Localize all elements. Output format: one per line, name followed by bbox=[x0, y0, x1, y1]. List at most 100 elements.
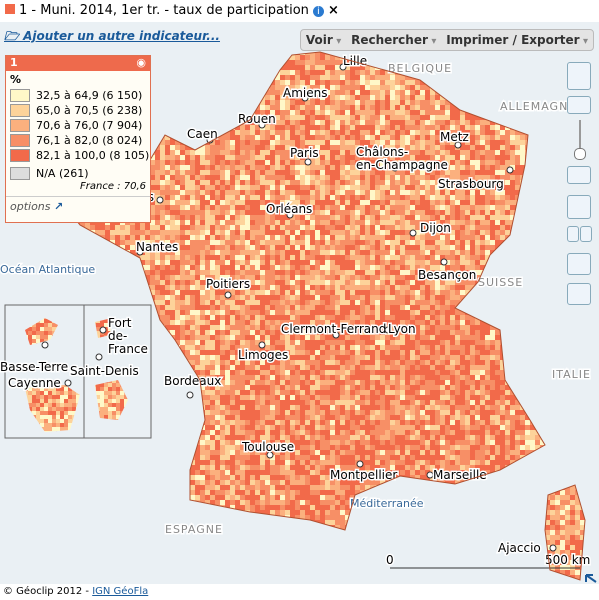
commune bbox=[175, 240, 180, 245]
commune bbox=[165, 170, 170, 175]
commune bbox=[370, 150, 375, 155]
commune bbox=[510, 145, 515, 150]
commune bbox=[295, 60, 300, 65]
commune bbox=[390, 235, 395, 240]
commune bbox=[345, 150, 350, 155]
commune bbox=[390, 225, 395, 230]
commune bbox=[200, 200, 205, 205]
commune bbox=[380, 195, 385, 200]
commune bbox=[320, 120, 325, 125]
commune bbox=[385, 150, 390, 155]
commune bbox=[255, 255, 260, 260]
commune bbox=[310, 145, 315, 150]
commune bbox=[135, 230, 140, 235]
commune bbox=[215, 270, 220, 275]
commune bbox=[305, 185, 310, 190]
commune bbox=[145, 270, 150, 275]
commune bbox=[490, 225, 495, 230]
commune bbox=[360, 225, 365, 230]
commune bbox=[365, 240, 370, 245]
commune bbox=[370, 85, 375, 90]
commune bbox=[305, 65, 310, 70]
commune bbox=[320, 95, 325, 100]
commune bbox=[375, 245, 380, 250]
commune bbox=[405, 260, 410, 265]
commune bbox=[455, 210, 460, 215]
commune bbox=[470, 175, 475, 180]
commune bbox=[420, 105, 425, 110]
commune bbox=[515, 155, 520, 160]
commune bbox=[370, 280, 375, 285]
commune bbox=[320, 145, 325, 150]
commune bbox=[315, 225, 320, 230]
commune bbox=[465, 180, 470, 185]
commune bbox=[435, 185, 440, 190]
commune bbox=[290, 185, 295, 190]
commune bbox=[440, 275, 445, 280]
commune bbox=[440, 150, 445, 155]
commune bbox=[475, 115, 480, 120]
commune bbox=[130, 240, 135, 245]
commune bbox=[205, 260, 210, 265]
commune bbox=[195, 260, 200, 265]
commune bbox=[400, 210, 405, 215]
commune bbox=[125, 240, 130, 245]
commune bbox=[240, 140, 245, 145]
commune bbox=[325, 150, 330, 155]
commune bbox=[290, 250, 295, 255]
commune bbox=[235, 220, 240, 225]
commune bbox=[180, 180, 185, 185]
commune bbox=[300, 125, 305, 130]
commune bbox=[400, 205, 405, 210]
commune bbox=[295, 170, 300, 175]
commune bbox=[290, 255, 295, 260]
commune bbox=[305, 115, 310, 120]
commune bbox=[360, 205, 365, 210]
commune bbox=[265, 120, 270, 125]
commune bbox=[185, 260, 190, 265]
commune bbox=[265, 125, 270, 130]
commune bbox=[180, 195, 185, 200]
commune bbox=[215, 280, 220, 285]
commune bbox=[400, 135, 405, 140]
commune bbox=[355, 175, 360, 180]
commune bbox=[180, 260, 185, 265]
commune bbox=[290, 175, 295, 180]
commune bbox=[290, 155, 295, 160]
commune bbox=[210, 165, 215, 170]
commune bbox=[225, 225, 230, 230]
commune bbox=[340, 150, 345, 155]
commune bbox=[460, 230, 465, 235]
commune bbox=[450, 150, 455, 155]
commune bbox=[400, 230, 405, 235]
commune bbox=[170, 190, 175, 195]
commune bbox=[435, 195, 440, 200]
commune bbox=[155, 255, 160, 260]
commune bbox=[260, 190, 265, 195]
commune bbox=[280, 145, 285, 150]
commune bbox=[280, 195, 285, 200]
commune bbox=[405, 75, 410, 80]
commune bbox=[400, 170, 405, 175]
commune bbox=[335, 180, 340, 185]
commune bbox=[145, 255, 150, 260]
commune bbox=[500, 225, 505, 230]
commune bbox=[435, 255, 440, 260]
commune bbox=[395, 80, 400, 85]
commune bbox=[415, 265, 420, 270]
commune bbox=[490, 190, 495, 195]
commune bbox=[385, 195, 390, 200]
commune bbox=[315, 215, 320, 220]
commune bbox=[440, 265, 445, 270]
commune bbox=[370, 90, 375, 95]
commune bbox=[325, 145, 330, 150]
commune bbox=[360, 280, 365, 285]
commune bbox=[315, 115, 320, 120]
commune bbox=[175, 170, 180, 175]
commune bbox=[170, 195, 175, 200]
commune bbox=[270, 245, 275, 250]
commune bbox=[490, 240, 495, 245]
commune bbox=[285, 150, 290, 155]
commune bbox=[505, 205, 510, 210]
